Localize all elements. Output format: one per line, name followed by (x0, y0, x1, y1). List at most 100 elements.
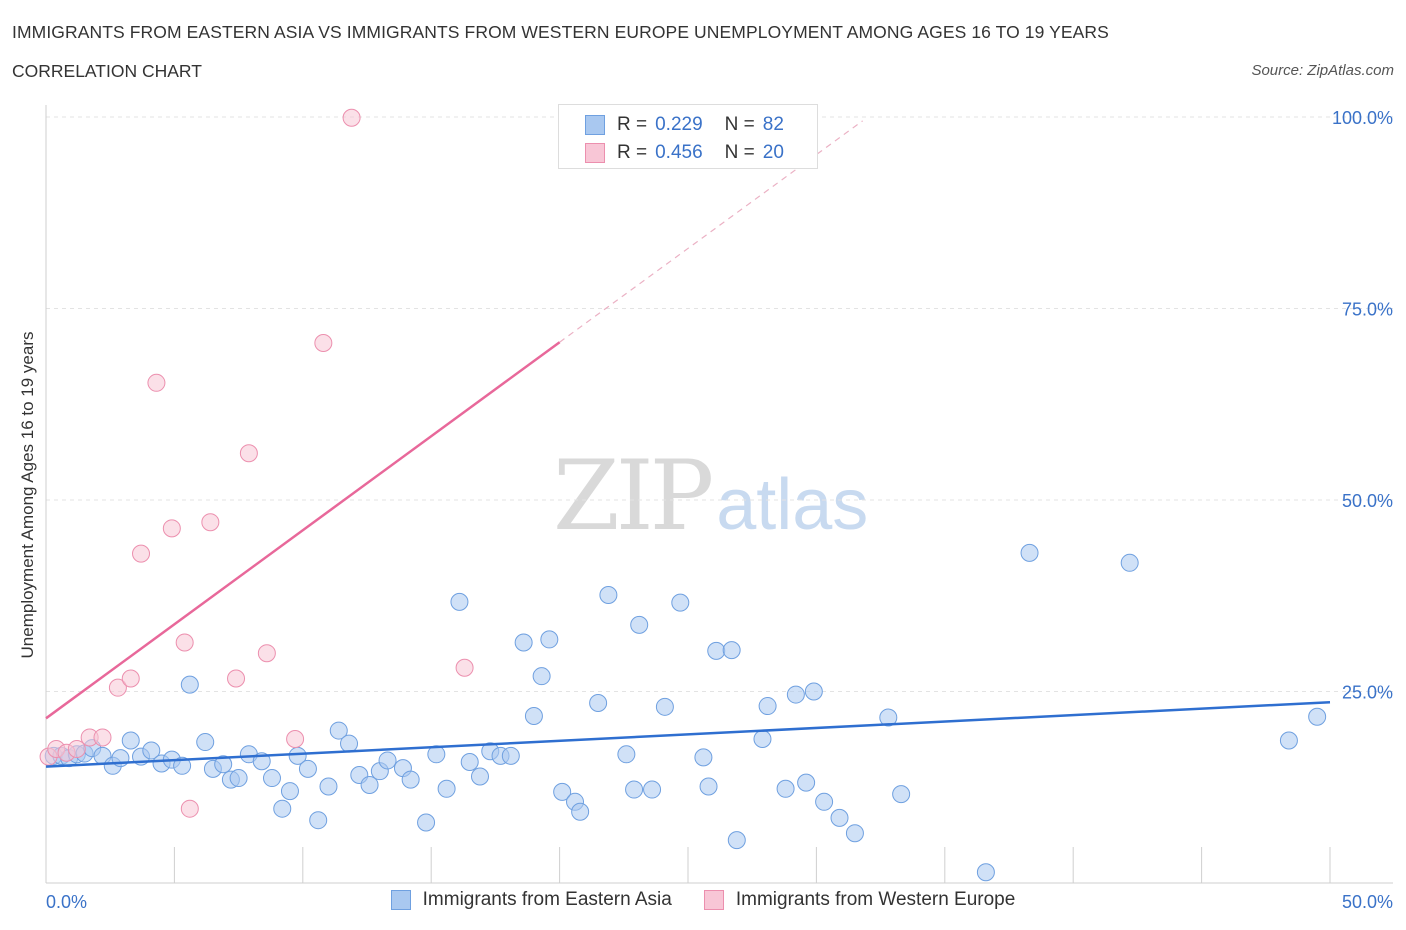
data-point-eastern-asia (229, 769, 248, 788)
trend-line-eastern-asia (45, 700, 1331, 768)
data-point-eastern-asia (699, 777, 718, 796)
legend-swatch-western-europe (585, 143, 605, 163)
legend-row-western-europe: R = 0.456 N = 20 (585, 141, 784, 165)
y-tick-label: 75.0% (1342, 300, 1393, 320)
data-point-eastern-asia (450, 592, 469, 611)
data-point-eastern-asia (797, 773, 816, 792)
y-tick-label: 25.0% (1342, 683, 1393, 703)
data-point-eastern-asia (753, 729, 772, 748)
data-point-eastern-asia (329, 721, 348, 740)
data-point-eastern-asia (262, 769, 281, 788)
legend-row-eastern-asia: R = 0.229 N = 82 (585, 113, 784, 137)
data-point-eastern-asia (319, 777, 338, 796)
data-point-eastern-asia (340, 734, 359, 753)
data-point-eastern-asia (437, 779, 456, 798)
trend-line-western-europe (45, 341, 561, 720)
data-point-western-europe (93, 728, 112, 747)
data-point-eastern-asia (540, 630, 559, 649)
data-point-eastern-asia (280, 782, 299, 801)
data-point-western-europe (162, 519, 181, 538)
legend-n-label: N = (724, 114, 755, 135)
data-point-western-europe (455, 658, 474, 677)
data-point-eastern-asia (360, 775, 379, 794)
data-point-eastern-asia (599, 585, 618, 604)
data-point-eastern-asia (707, 641, 726, 660)
data-point-eastern-asia (694, 748, 713, 767)
data-point-eastern-asia (845, 824, 864, 843)
legend-n-label: N = (724, 142, 755, 163)
legend-r-label: R = (617, 114, 648, 135)
y-tick-label: 100.0% (1332, 108, 1393, 128)
data-point-eastern-asia (298, 759, 317, 778)
legend-r-value: 0.456 (655, 142, 703, 163)
data-point-eastern-asia (501, 746, 520, 765)
data-point-western-europe (314, 333, 333, 352)
x-tick-label: 50.0% (1342, 892, 1393, 912)
data-point-eastern-asia (273, 799, 292, 818)
data-point-eastern-asia (1020, 543, 1039, 562)
data-point-western-europe (147, 373, 166, 392)
data-point-eastern-asia (571, 802, 590, 821)
data-point-western-europe (342, 108, 361, 127)
data-point-eastern-asia (786, 685, 805, 704)
y-tick-label: 50.0% (1342, 491, 1393, 511)
data-point-eastern-asia (309, 811, 328, 830)
data-point-eastern-asia (401, 770, 420, 789)
data-point-eastern-asia (121, 731, 140, 750)
legend-r-label: R = (617, 142, 648, 163)
data-point-western-europe (121, 669, 140, 688)
data-point-eastern-asia (1120, 553, 1139, 572)
chart-title: IMMIGRANTS FROM EASTERN ASIA VS IMMIGRAN… (12, 22, 1109, 42)
series-legend-eastern-asia[interactable]: Immigrants from Eastern Asia (390, 889, 672, 911)
data-point-eastern-asia (804, 682, 823, 701)
data-point-western-europe (67, 739, 86, 758)
source-label: Source: ZipAtlas.com (1251, 62, 1394, 79)
data-point-eastern-asia (460, 752, 479, 771)
data-point-western-europe (239, 444, 258, 463)
chart-subtitle: CORRELATION CHART (12, 61, 202, 81)
data-point-western-europe (257, 644, 276, 663)
series-swatch-eastern-asia (390, 890, 411, 910)
data-point-eastern-asia (892, 785, 911, 804)
series-label-eastern-asia: Immigrants from Eastern Asia (422, 889, 672, 910)
series-swatch-western-europe (703, 890, 724, 910)
data-point-western-europe (132, 544, 151, 563)
data-point-eastern-asia (671, 593, 690, 612)
data-point-eastern-asia (180, 675, 199, 694)
legend-r-value: 0.229 (655, 114, 703, 135)
correlation-legend: R = 0.229 N = 82 R = 0.456 N = 20 (558, 104, 818, 169)
data-point-eastern-asia (758, 697, 777, 716)
data-point-eastern-asia (532, 667, 551, 686)
data-point-eastern-asia (470, 767, 489, 786)
series-legend: Immigrants from Eastern Asia Immigrants … (0, 889, 1406, 911)
data-point-eastern-asia (879, 708, 898, 727)
data-point-eastern-asia (589, 693, 608, 712)
data-point-eastern-asia (722, 641, 741, 660)
data-point-eastern-asia (1308, 707, 1327, 726)
data-point-eastern-asia (643, 780, 662, 799)
data-point-western-europe (227, 669, 246, 688)
data-point-eastern-asia (196, 733, 215, 752)
series-label-western-europe: Immigrants from Western Europe (735, 889, 1016, 910)
data-point-eastern-asia (727, 831, 746, 850)
data-point-eastern-asia (976, 863, 995, 882)
legend-swatch-eastern-asia (585, 115, 605, 135)
data-point-eastern-asia (625, 780, 644, 799)
data-point-western-europe (175, 633, 194, 652)
data-point-eastern-asia (1279, 731, 1298, 750)
data-point-eastern-asia (655, 697, 674, 716)
data-point-eastern-asia (417, 813, 436, 832)
legend-n-value: 20 (762, 142, 784, 163)
data-point-eastern-asia (617, 745, 636, 764)
series-legend-western-europe[interactable]: Immigrants from Western Europe (703, 889, 1016, 911)
data-point-eastern-asia (553, 782, 572, 801)
data-point-western-europe (180, 799, 199, 818)
data-point-eastern-asia (776, 779, 795, 798)
data-point-eastern-asia (815, 792, 834, 811)
data-point-eastern-asia (630, 615, 649, 634)
data-point-eastern-asia (214, 755, 233, 774)
data-point-western-europe (286, 729, 305, 748)
data-point-eastern-asia (378, 751, 397, 770)
data-point-eastern-asia (142, 741, 161, 760)
